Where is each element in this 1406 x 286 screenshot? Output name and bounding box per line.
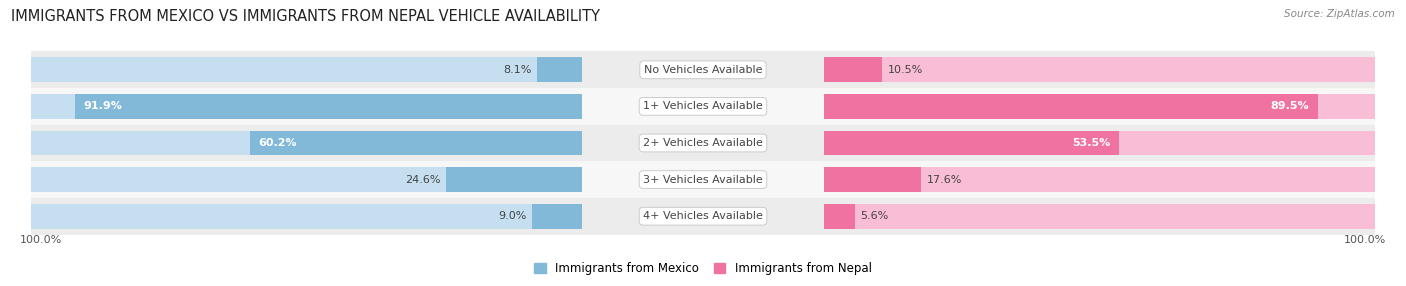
Bar [31,198,1375,235]
Bar [824,167,1375,192]
Bar [824,94,1317,119]
Bar [31,51,1375,88]
Text: 5.6%: 5.6% [860,211,889,221]
Text: 3+ Vehicles Available: 3+ Vehicles Available [643,175,763,184]
Bar [31,125,1375,161]
Bar [824,167,921,192]
Text: 9.0%: 9.0% [498,211,527,221]
Text: 2+ Vehicles Available: 2+ Vehicles Available [643,138,763,148]
Bar [824,130,1375,156]
Bar [31,94,582,119]
Bar [76,94,582,119]
Text: No Vehicles Available: No Vehicles Available [644,65,762,75]
Bar [31,167,582,192]
Legend: Immigrants from Mexico, Immigrants from Nepal: Immigrants from Mexico, Immigrants from … [530,257,876,280]
Text: 4+ Vehicles Available: 4+ Vehicles Available [643,211,763,221]
Bar [824,94,1375,119]
Text: 60.2%: 60.2% [259,138,297,148]
Text: 10.5%: 10.5% [887,65,922,75]
Bar [824,204,1375,229]
Text: IMMIGRANTS FROM MEXICO VS IMMIGRANTS FROM NEPAL VEHICLE AVAILABILITY: IMMIGRANTS FROM MEXICO VS IMMIGRANTS FRO… [11,9,600,23]
Text: 17.6%: 17.6% [927,175,962,184]
Text: 100.0%: 100.0% [20,235,62,245]
Bar [31,130,582,156]
Text: 24.6%: 24.6% [405,175,440,184]
Text: 91.9%: 91.9% [83,102,122,111]
Bar [250,130,582,156]
Bar [31,57,582,82]
Text: 100.0%: 100.0% [1344,235,1386,245]
Bar [537,57,582,82]
Bar [446,167,582,192]
Bar [824,57,882,82]
Bar [824,130,1119,156]
Bar [531,204,582,229]
Bar [824,57,1375,82]
Text: 89.5%: 89.5% [1271,102,1309,111]
Bar [31,88,1375,125]
Text: 1+ Vehicles Available: 1+ Vehicles Available [643,102,763,111]
Bar [31,161,1375,198]
Bar [31,204,582,229]
Text: 8.1%: 8.1% [503,65,531,75]
Text: Source: ZipAtlas.com: Source: ZipAtlas.com [1284,9,1395,19]
Bar [824,204,855,229]
Text: 53.5%: 53.5% [1073,138,1111,148]
